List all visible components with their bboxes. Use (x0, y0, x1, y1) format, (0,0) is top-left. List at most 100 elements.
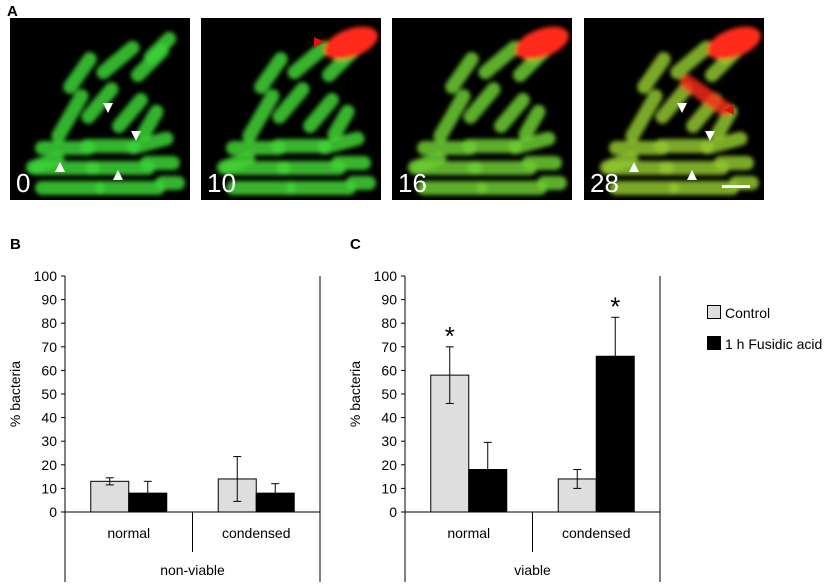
bacterium-rod (700, 131, 748, 155)
dead-bacterium-cluster (707, 26, 761, 60)
x-category-label: condensed (222, 525, 291, 541)
bacterium-rod (242, 89, 280, 143)
y-tick-label: 60 (41, 362, 57, 378)
dead-bacterium-rod (679, 74, 732, 117)
y-tick-label: 90 (381, 292, 397, 308)
bacterium-rod (276, 161, 346, 175)
bacterium-rod (272, 82, 310, 124)
scale-bar (722, 185, 750, 188)
bacterium-rod (81, 82, 119, 124)
bacterium-rod (625, 89, 663, 143)
legend-label: Control (725, 305, 771, 321)
bacterium-rod (303, 92, 339, 134)
y-tick-label: 20 (41, 457, 57, 473)
bacterium-rod (637, 52, 671, 94)
bacterium-rod (346, 176, 376, 190)
panel-c-label: C (350, 236, 361, 253)
bacterium-rod (669, 181, 739, 195)
bacterium-rod (51, 89, 89, 143)
bacterium-rod (331, 156, 371, 170)
white-arrowhead (131, 131, 141, 141)
bacterium-rod (599, 151, 639, 175)
y-tick-label: 10 (41, 480, 57, 496)
bacterium-rod (25, 151, 65, 175)
bacterium-rod (271, 139, 331, 153)
white-arrowhead (629, 162, 639, 172)
y-tick-label: 50 (41, 386, 57, 402)
panel-a-label: A (7, 3, 18, 20)
white-arrowhead (705, 131, 715, 141)
bacterium-rod (126, 131, 174, 155)
white-arrowhead (677, 103, 687, 113)
x-category-label: condensed (562, 525, 631, 541)
dead-bacterium-cluster (324, 26, 378, 60)
micrograph-image (216, 26, 378, 195)
white-arrowhead (687, 170, 697, 180)
bacterium-rod (407, 151, 447, 175)
y-tick-label: 80 (381, 315, 397, 331)
bacterium-rod (508, 131, 556, 155)
bacterium-rod (140, 156, 180, 170)
white-arrowhead (103, 103, 113, 113)
x-category-label: normal (107, 525, 150, 541)
bacterium-rod (670, 40, 714, 80)
bacterium-rod (95, 181, 165, 195)
x-group-label: viable (514, 562, 551, 578)
y-tick-label: 50 (381, 386, 397, 402)
bacterium-rod (287, 40, 331, 80)
bacterium-rod (226, 141, 286, 155)
bacterium-rod (254, 52, 288, 94)
bacterium-rod (477, 181, 547, 195)
panel-b-label: B (10, 236, 21, 253)
bacterium-rod (710, 104, 738, 142)
bacterium-rod (654, 139, 714, 153)
bacterium-rod (35, 181, 105, 195)
bacterium-rod (467, 161, 537, 175)
timestamp-label: 16 (398, 168, 427, 198)
micrograph-frame-4: 28 (584, 18, 764, 200)
y-tick-label: 40 (381, 410, 397, 426)
bar-chart-non-viable: % bacteria 0 10 20 30 40 50 60 70 80 90 100 normal co… (7, 268, 321, 582)
y-tick-label: 20 (381, 457, 397, 473)
y-tick-label: 0 (389, 504, 397, 520)
bacterium-rod (609, 141, 669, 155)
bacterium-rod (522, 156, 562, 170)
y-tick-label: 60 (381, 362, 397, 378)
bacterium-rod (226, 181, 296, 195)
y-tick-label: 40 (41, 410, 57, 426)
legend-item-control: Control (707, 305, 770, 321)
bacterium-rod (317, 131, 365, 155)
timestamp-label: 10 (207, 168, 236, 198)
micrograph-frame-3: 16 (392, 18, 572, 200)
bacterium-rod (327, 104, 355, 142)
y-axis-label: % bacteria (7, 361, 23, 427)
legend-label: 1 h Fusidic acid (725, 336, 823, 352)
significance-marker: * (445, 321, 455, 351)
red-arrowhead (724, 104, 734, 115)
bacterium-rod (143, 31, 177, 65)
micrograph-image (407, 26, 569, 195)
bacterium-rod (417, 141, 477, 155)
x-category-label: normal (447, 525, 490, 541)
y-tick-label: 100 (34, 268, 58, 284)
bacterium-rod (155, 176, 185, 190)
bacterium-rod (433, 89, 471, 143)
bacterium-rod (63, 52, 97, 94)
legend-swatch (707, 305, 721, 319)
bar-chart-viable: % bacteria 0 10 20 30 40 50 60 70 80 90 100 * normal *… (347, 268, 661, 582)
bacterium-rod (85, 161, 155, 175)
y-tick-label: 90 (41, 292, 57, 308)
bacterium-rod (714, 156, 754, 170)
bacterium-rod (417, 181, 487, 195)
white-arrowhead (55, 162, 65, 172)
legend-swatch (707, 336, 721, 350)
micrograph-frame-2: 10 (201, 18, 381, 200)
bacterium-rod (478, 40, 522, 80)
micrograph-image (25, 31, 185, 195)
bacterium-rod (655, 82, 693, 124)
significance-marker: * (610, 291, 620, 321)
y-tick-label: 30 (41, 433, 57, 449)
bacterium-rod (80, 139, 140, 153)
bacterium-rod (659, 161, 729, 175)
bacterium-rod (216, 151, 256, 175)
